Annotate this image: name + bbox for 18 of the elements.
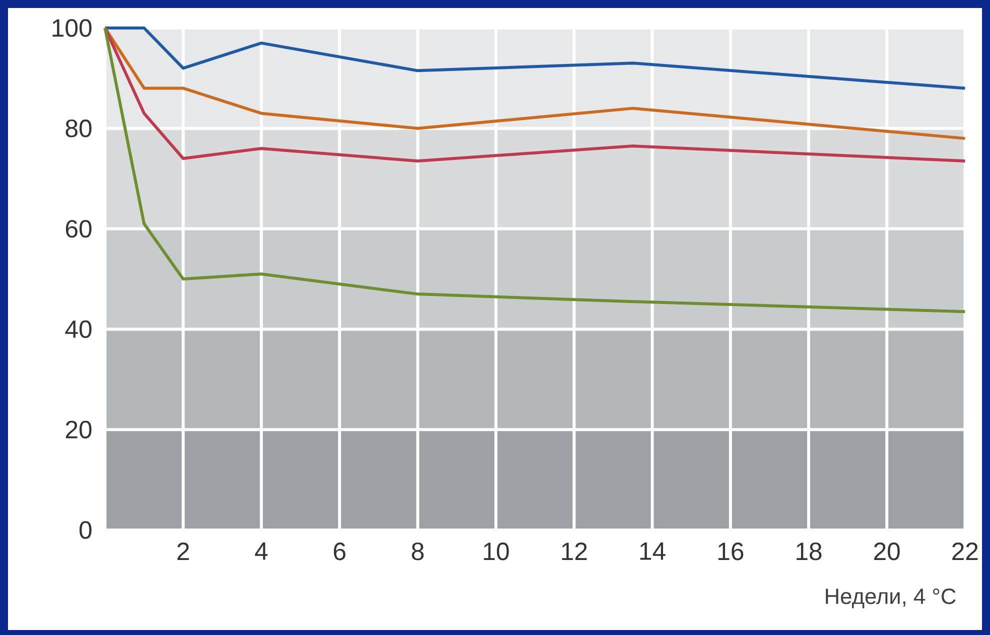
- x-tick-label: 16: [718, 542, 744, 560]
- y-tick-label: 100: [52, 19, 92, 37]
- x-tick-label: 18: [796, 542, 822, 560]
- y-tick-label: 60: [66, 220, 92, 238]
- y-tick-label: 0: [80, 521, 92, 539]
- x-axis-title: Недели, 4 °C: [826, 588, 956, 608]
- y-tick-label: 40: [65, 320, 92, 338]
- y-tick-label: 80: [66, 120, 92, 138]
- x-tick-label: 6: [334, 542, 346, 560]
- y-tick-label: 20: [66, 420, 92, 438]
- x-tick-label: 22: [952, 542, 978, 560]
- x-tick-label: 14: [640, 542, 666, 560]
- x-tick-label: 2: [177, 542, 189, 560]
- x-tick-label: 10: [484, 542, 509, 560]
- x-tick-label: 20: [874, 542, 900, 560]
- x-tick-label: 4: [254, 542, 268, 560]
- x-tick-label: 12: [562, 542, 587, 560]
- x-tick-label: 8: [412, 542, 424, 560]
